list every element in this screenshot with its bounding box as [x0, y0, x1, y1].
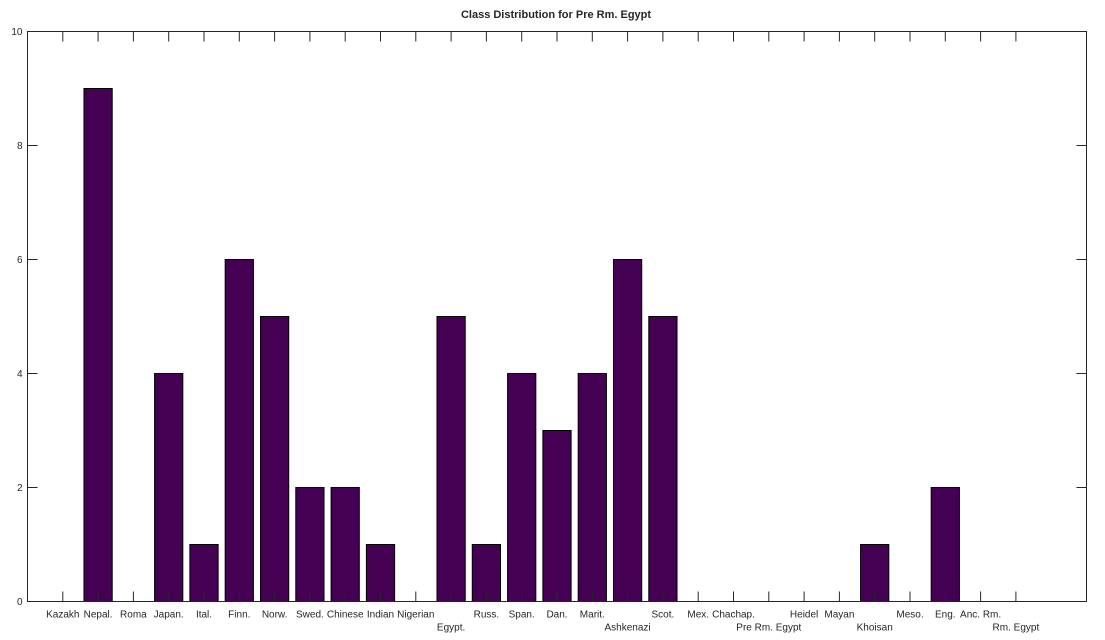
bar-span-: [507, 373, 537, 602]
x-tick-label: Russ.: [474, 610, 500, 621]
x-tick-label: Chinese: [327, 610, 364, 621]
bar-marit-: [577, 373, 607, 602]
x-tick-label: Mex.: [687, 610, 709, 621]
x-tick-label: Scot.: [652, 610, 675, 621]
y-tick-label: 10: [11, 27, 23, 38]
bar-ashkenazi: [612, 259, 643, 602]
bar-finn-: [224, 259, 254, 602]
x-tick-label: Kazakh: [46, 610, 79, 621]
x-tick-label: Meso.: [896, 610, 923, 621]
y-tick-label: 6: [17, 255, 23, 266]
bar-egypt-: [436, 316, 466, 602]
x-tick-label: Span.: [509, 610, 535, 621]
x-tick-label: Marit.: [580, 610, 605, 621]
x-tick-label: Egypt.: [437, 623, 465, 634]
x-tick-label: Chachap.: [712, 610, 755, 621]
bar-eng-: [930, 487, 960, 602]
x-tick-label: Norw.: [262, 610, 288, 621]
bar-chinese: [330, 487, 360, 602]
x-tick-label: Khoisan: [857, 623, 893, 634]
x-tick-label: Japan.: [154, 610, 184, 621]
y-tick-label: 2: [17, 483, 23, 494]
x-tick-label: Rm. Egypt: [993, 623, 1040, 634]
x-tick-label: Finn.: [228, 610, 250, 621]
bar-nepal-: [83, 88, 113, 602]
bar-japan-: [154, 373, 184, 602]
x-tick-label: Swed.: [296, 610, 324, 621]
y-tick-label: 4: [17, 369, 23, 380]
bar-dan-: [542, 430, 572, 602]
bar-norw-: [259, 316, 290, 602]
x-tick-label: Nigerian: [397, 610, 434, 621]
x-tick-label: Heidel: [790, 610, 818, 621]
x-tick-label: Dan.: [546, 610, 567, 621]
x-tick-label: Indian: [367, 610, 394, 621]
x-tick-label: Pre Rm. Egypt: [736, 623, 801, 634]
x-tick-label: Nepal.: [84, 610, 113, 621]
x-tick-label: Ital.: [196, 610, 212, 621]
y-tick-label: 0: [17, 597, 23, 608]
x-tick-label: Roma: [120, 610, 147, 621]
chart-title: Class Distribution for Pre Rm. Egypt: [461, 9, 651, 21]
bar-swed-: [295, 487, 325, 602]
x-tick-label: Anc. Rm.: [960, 610, 1001, 621]
bar-scot-: [648, 316, 678, 602]
x-tick-label: Eng.: [935, 610, 956, 621]
x-tick-label: Mayan: [824, 610, 854, 621]
x-tick-label: Ashkenazi: [605, 623, 651, 634]
y-tick-label: 8: [17, 141, 23, 152]
